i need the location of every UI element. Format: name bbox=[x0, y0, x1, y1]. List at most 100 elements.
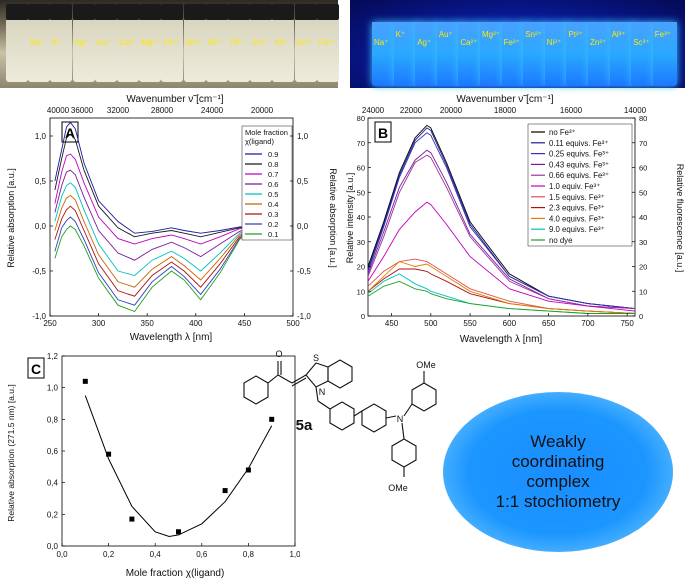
panel-b-top-axis-label: Wavenumber ν̃ [cm⁻¹] bbox=[456, 94, 553, 105]
uv-vial-label: Fe²⁺ bbox=[503, 38, 520, 47]
panel-a-legend-item: 0.4 bbox=[268, 200, 278, 209]
panel-a-series-0.4 bbox=[54, 194, 255, 288]
panel-b-y-label-right: Relative fluorescence [a.u.] bbox=[675, 164, 685, 273]
panel-b-y-tick-right: 50 bbox=[639, 188, 647, 197]
panel-c-y-tick: 0,8 bbox=[47, 415, 59, 424]
panel-c-data-point bbox=[245, 467, 251, 473]
uv-vial-label: Sn²⁺ bbox=[525, 30, 542, 39]
panel-a-y-tick-left: 0,0 bbox=[35, 222, 47, 231]
panel-b-x-label: Wavelength λ [nm] bbox=[460, 334, 543, 345]
panel-c-y-tick: 1,2 bbox=[47, 352, 59, 361]
panel-c-fit-curve bbox=[84, 395, 273, 538]
panel-b-series bbox=[367, 280, 635, 314]
uv-vial-label: Al³⁺ bbox=[611, 30, 626, 39]
callout-line-2: coordinating bbox=[511, 452, 605, 471]
panel-a-series-0.6 bbox=[54, 169, 255, 261]
panel-a-top-axis-label: Wavenumber ν̃ [cm⁻¹] bbox=[126, 94, 223, 105]
panel-b-y-tick-right: 20 bbox=[639, 263, 647, 272]
panel-b-legend-item: 1.0 equiv. Fe³⁺ bbox=[549, 182, 600, 191]
panel-b-y-tick-right: 60 bbox=[639, 164, 647, 173]
panel-a-series-0.5 bbox=[54, 182, 255, 276]
panel-a-legend-title: Mole fraction bbox=[245, 128, 288, 137]
daylight-vial-label: - bbox=[8, 38, 11, 47]
panel-b-top-tick: 20000 bbox=[440, 106, 463, 115]
panel-a-series-0.8 bbox=[54, 133, 255, 238]
uv-vial-label: Zn²⁺ bbox=[590, 38, 607, 47]
uv-vial-label: Pt²⁺ bbox=[568, 30, 583, 39]
panel-b-x-tick: 500 bbox=[424, 319, 438, 328]
molecule-atom-n-amine: N bbox=[397, 414, 404, 424]
panel-b-legend-item: 0.11 equivs. Fe³⁺ bbox=[549, 139, 608, 148]
daylight-vial-label: Al³⁺ bbox=[274, 38, 289, 47]
panel-b-x-tick: 650 bbox=[542, 319, 556, 328]
panel-b-y-tick-left: 0 bbox=[361, 312, 365, 321]
uv-vial-label: Na⁺ bbox=[374, 38, 389, 47]
panel-c-data-point bbox=[129, 516, 135, 522]
panel-b-y-tick-left: 70 bbox=[357, 139, 365, 148]
summary-callout-text: Weakly coordinating complex 1:1 stochiom… bbox=[478, 432, 638, 512]
panel-c-x-tick: 0,4 bbox=[150, 550, 162, 559]
panel-b-y-tick-right: 30 bbox=[639, 238, 647, 247]
panel-b-x-tick: 550 bbox=[463, 319, 477, 328]
panel-b-y-tick-right: 80 bbox=[639, 114, 647, 123]
molecule-label: 5a bbox=[296, 417, 313, 434]
uv-vial-label: Mg²⁺ bbox=[482, 30, 500, 39]
daylight-vials-photo: - Na⁺ K⁺ Ag⁺ Au⁺ Ca²⁺ Mg²⁺ Fe²⁺ Sn²⁺ Ni²⁺ Pt²⁺ Zn²⁺… bbox=[0, 0, 339, 88]
uv-vial-label: Ag⁺ bbox=[417, 38, 432, 47]
panel-b-y-tick-right: 0 bbox=[639, 312, 643, 321]
panel-c-x-tick: 1,0 bbox=[289, 550, 300, 559]
panel-a-y-label-left: Relative absorption [a.u.] bbox=[6, 168, 16, 268]
panel-a-x-tick: 400 bbox=[189, 319, 203, 328]
panel-c-x-tick: 0,2 bbox=[103, 550, 115, 559]
uv-vial-label: Ni²⁺ bbox=[546, 38, 562, 47]
panel-a-y-tick-right: 0,5 bbox=[297, 177, 309, 186]
panel-a-series-0.3 bbox=[54, 205, 255, 297]
panel-b-y-tick-right: 40 bbox=[639, 213, 647, 222]
panel-a-legend-item: 0.3 bbox=[268, 210, 278, 219]
panel-b-y-tick-right: 70 bbox=[639, 139, 647, 148]
uv-vial-label: K⁺ bbox=[395, 30, 406, 39]
panel-c-x-tick: 0,6 bbox=[196, 550, 208, 559]
uv-vial-label: Sc³⁺ bbox=[633, 38, 650, 47]
panel-b-series bbox=[367, 154, 636, 310]
panel-b-legend-item: no dye bbox=[549, 236, 572, 245]
molecule-ome-top: OMe bbox=[416, 360, 436, 370]
panel-b-legend-item: no Fe³⁺ bbox=[549, 128, 576, 137]
daylight-vial-label: K⁺ bbox=[52, 38, 62, 47]
panel-a-y-tick-left: 0,5 bbox=[35, 177, 47, 186]
uv-vial-label: Fe³⁺ bbox=[654, 30, 672, 39]
panel-a-x-tick: 300 bbox=[92, 319, 106, 328]
panel-c-x-tick: 0,0 bbox=[56, 550, 68, 559]
daylight-vial-label: Zn²⁺ bbox=[252, 38, 269, 47]
panel-b-x-tick: 450 bbox=[385, 319, 399, 328]
panel-c-y-tick: 0,0 bbox=[47, 542, 59, 551]
panel-b-x-tick: 700 bbox=[581, 319, 595, 328]
panel-c-y-tick: 0,2 bbox=[47, 510, 59, 519]
panel-a-y-tick-left: 1,0 bbox=[35, 132, 47, 141]
panel-a-letter: A bbox=[65, 125, 75, 141]
panel-a-x-tick: 500 bbox=[286, 319, 300, 328]
molecule-ome-bottom: OMe bbox=[388, 483, 408, 493]
panel-a-series-0.7 bbox=[54, 153, 255, 245]
uv-vial-label: Au⁺ bbox=[438, 30, 453, 39]
daylight-vial-label: Fe²⁺ bbox=[163, 38, 180, 47]
panel-c-x-tick: 0,8 bbox=[243, 550, 255, 559]
panel-a-legend-item: 0.9 bbox=[268, 150, 278, 159]
summary-callout-bubble: Weakly coordinating complex 1:1 stochiom… bbox=[443, 392, 673, 552]
panel-b-legend-item: 0.43 equivs. Fe³⁺ bbox=[549, 160, 609, 169]
daylight-vial-label: Fe³⁺ bbox=[318, 38, 336, 47]
panel-c-y-tick: 1,0 bbox=[47, 384, 59, 393]
panel-b-y-tick-left: 10 bbox=[357, 287, 365, 296]
panel-a-legend-item: 0.6 bbox=[268, 180, 278, 189]
panel-c-y-label: Relative absorption (271.5 nm) [a.u.] bbox=[6, 384, 16, 522]
panel-b-top-tick: 18000 bbox=[494, 106, 517, 115]
molecule-atom-n-thiazole: N bbox=[319, 387, 326, 397]
daylight-vial-label: Na⁺ bbox=[30, 38, 45, 47]
panel-a-x-tick: 250 bbox=[43, 319, 57, 328]
daylight-vial-label: Au⁺ bbox=[96, 38, 111, 47]
panel-a-series-0.1 bbox=[54, 225, 255, 313]
panel-a-legend-item: 0.2 bbox=[268, 220, 278, 229]
panel-b-y-tick-left: 60 bbox=[357, 164, 365, 173]
panel-a-x-label: Wavelength λ [nm] bbox=[130, 332, 213, 343]
panel-c-job-plot: C 1,2 1,0 0,8 0,6 0,4 0,2 0,0 0,0 0,2 0,4 0,6 0,8 1… bbox=[6, 352, 300, 579]
